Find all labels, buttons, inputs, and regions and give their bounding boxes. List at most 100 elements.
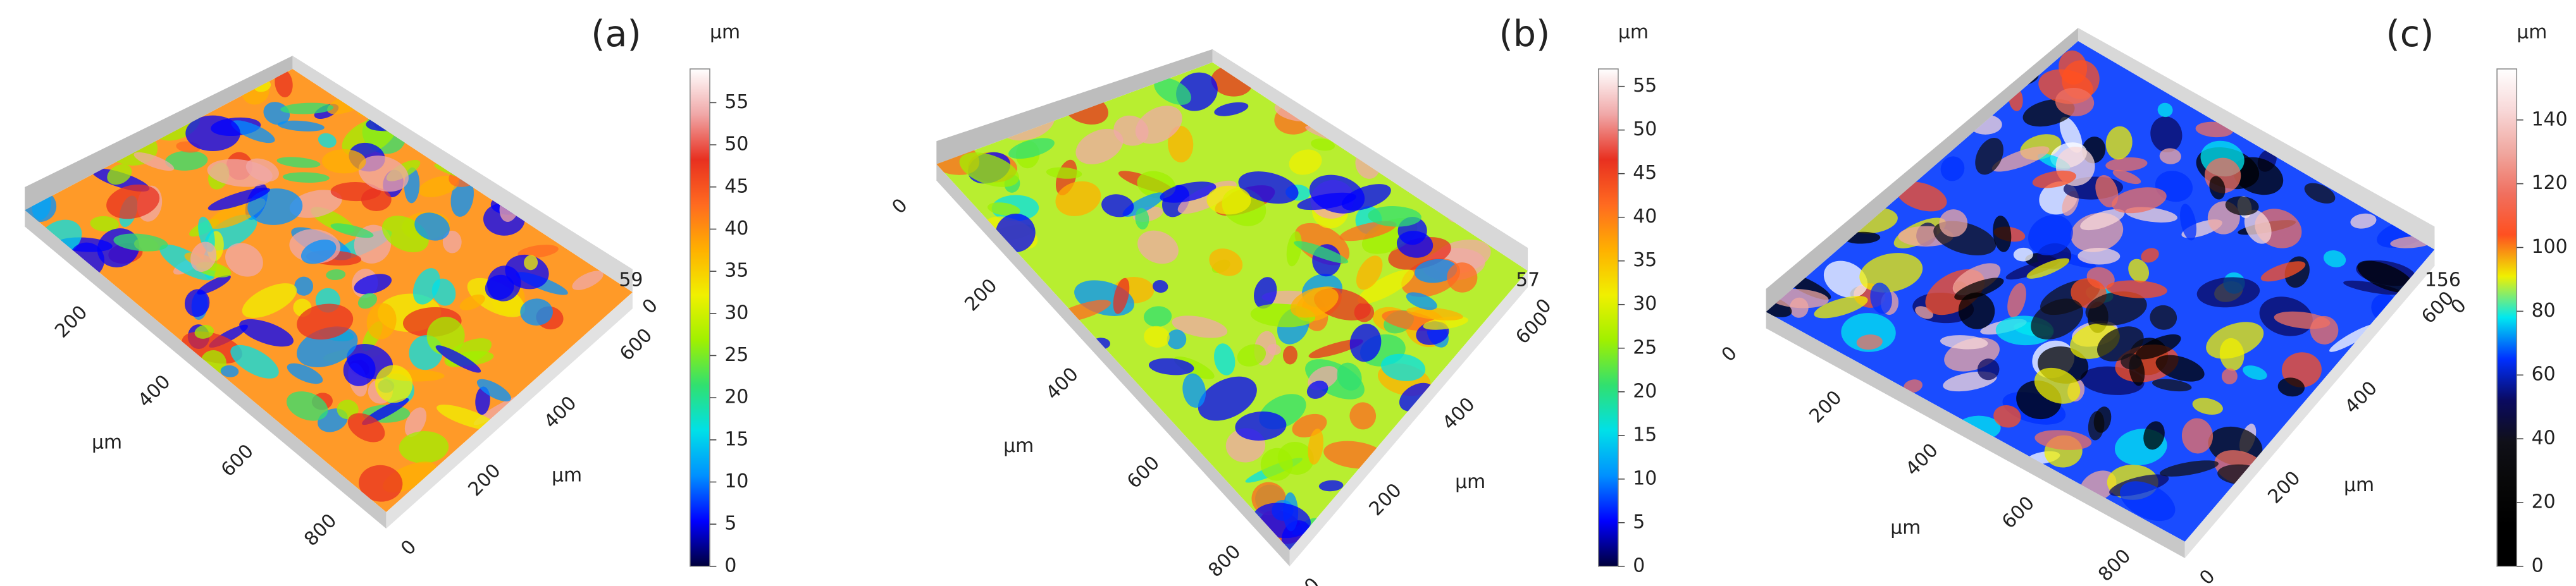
surface-patch xyxy=(195,69,240,73)
surface-patch xyxy=(486,266,521,302)
surface-patch xyxy=(987,202,1020,216)
surface-patch xyxy=(207,159,273,187)
colorbar-tick-label: 50 xyxy=(724,133,748,156)
surface-patch xyxy=(185,115,240,152)
surface-patch xyxy=(375,365,413,403)
surface-patch xyxy=(1349,402,1377,430)
surface-patch xyxy=(2277,377,2305,397)
side-wall xyxy=(936,164,1290,566)
y-tick-label: 600 xyxy=(616,324,657,365)
surface-patch xyxy=(1341,184,1391,211)
surface-patch xyxy=(321,149,366,174)
surface-patch xyxy=(1046,167,1082,179)
surface-patch xyxy=(220,365,239,377)
surface-patch xyxy=(1940,156,1965,181)
surface-patch xyxy=(90,216,120,232)
surface-patch xyxy=(2181,418,2214,454)
surface-patch xyxy=(190,241,217,272)
surface-patch xyxy=(1975,138,2003,175)
surface-patch xyxy=(1051,62,1071,100)
colorbar-tick-label: 30 xyxy=(1633,293,1657,315)
surface-patch xyxy=(1859,253,1923,293)
surface-patch xyxy=(2209,176,2226,200)
surface-patch xyxy=(287,363,323,384)
surface-patch xyxy=(1940,335,1988,350)
panel-label: (c) xyxy=(2386,13,2434,55)
surface-patch xyxy=(2206,322,2264,359)
surface-patch xyxy=(247,188,303,225)
colorbar-tick-label: 40 xyxy=(724,217,748,240)
colorbar-tick-label: 30 xyxy=(724,302,748,324)
surface-patch xyxy=(2357,260,2415,293)
surface-patch xyxy=(194,325,214,339)
surface-patch xyxy=(418,176,459,197)
x-axis-label: µm xyxy=(92,432,122,454)
x-tick-label: 400 xyxy=(1042,363,1083,404)
surface-patch xyxy=(184,289,210,317)
colorbar-tick-label: 45 xyxy=(1633,162,1657,184)
x-tick-label: 400 xyxy=(1902,439,1943,480)
colorbar-tick-label: 140 xyxy=(2532,108,2568,130)
y-tick-label: 400 xyxy=(2341,377,2382,418)
colorbar-unit: µm xyxy=(710,21,740,43)
colorbar-tick-label: 40 xyxy=(1633,205,1657,228)
surface-patch xyxy=(275,69,293,98)
colorbar-tick-label: 50 xyxy=(1633,118,1657,140)
surface-patch xyxy=(437,405,498,431)
surface-patch xyxy=(2260,261,2306,282)
z-min-label: 0 xyxy=(638,295,662,319)
surface-patch xyxy=(2192,398,2223,415)
surface-patch xyxy=(354,274,392,295)
surface-patch xyxy=(330,181,381,202)
surface-patch xyxy=(959,152,1019,187)
surface-patch xyxy=(1160,181,1217,203)
surface-patch xyxy=(1283,345,1297,365)
surface-patch xyxy=(414,212,450,241)
surface-patch xyxy=(1358,269,1415,304)
surface-patch xyxy=(1318,480,1344,492)
surface-patch xyxy=(312,36,335,66)
surface-patch xyxy=(1198,376,1257,421)
surface-patch xyxy=(1223,0,1277,5)
surface-patch xyxy=(239,319,294,347)
x-tick-label: 200 xyxy=(960,274,1001,315)
surface-patch xyxy=(1235,411,1287,441)
surface-patch xyxy=(2093,406,2112,433)
colorbar-tick-label: 10 xyxy=(1633,467,1657,489)
surface-patch xyxy=(1954,278,2004,300)
surface-patch xyxy=(1008,138,1055,159)
surface-patch xyxy=(286,391,328,421)
x-tick-label: 600 xyxy=(1123,452,1164,493)
surface-patch xyxy=(1396,231,1434,258)
surface-patch xyxy=(1306,381,1328,399)
surface-patch xyxy=(1308,339,1363,358)
surface-patch xyxy=(1263,62,1299,68)
surface-patch xyxy=(1406,292,1437,310)
x-tick-label: 200 xyxy=(1805,386,1846,427)
y-axis-label: µm xyxy=(1455,471,1485,493)
y-axis-label: µm xyxy=(552,465,582,487)
surface-patch xyxy=(1137,230,1179,264)
surface-patch xyxy=(366,303,397,339)
surface-patch xyxy=(1214,102,1249,116)
surface-patch xyxy=(2112,169,2141,185)
surface-patch xyxy=(2031,298,2084,339)
z-min-label: 0 xyxy=(2447,295,2471,319)
back-wall xyxy=(936,49,1213,164)
surface-patch xyxy=(2159,148,2181,164)
surface-patch xyxy=(2105,126,2133,160)
surface-patch xyxy=(1172,315,1228,338)
surface-patch xyxy=(991,85,1007,113)
surface-patch xyxy=(225,243,263,277)
surface-patch xyxy=(2032,170,2076,188)
surface-patch xyxy=(113,233,168,252)
surface-patch xyxy=(412,268,440,305)
surface-patch xyxy=(340,69,362,86)
surface-patch xyxy=(242,283,297,318)
surface-patch xyxy=(1952,263,2001,295)
side-wall xyxy=(386,292,633,529)
colorbar-tick-label: 15 xyxy=(724,428,748,450)
surface-patch xyxy=(276,157,321,168)
surface-patch xyxy=(1939,209,1968,237)
surface-patch xyxy=(2225,196,2259,216)
